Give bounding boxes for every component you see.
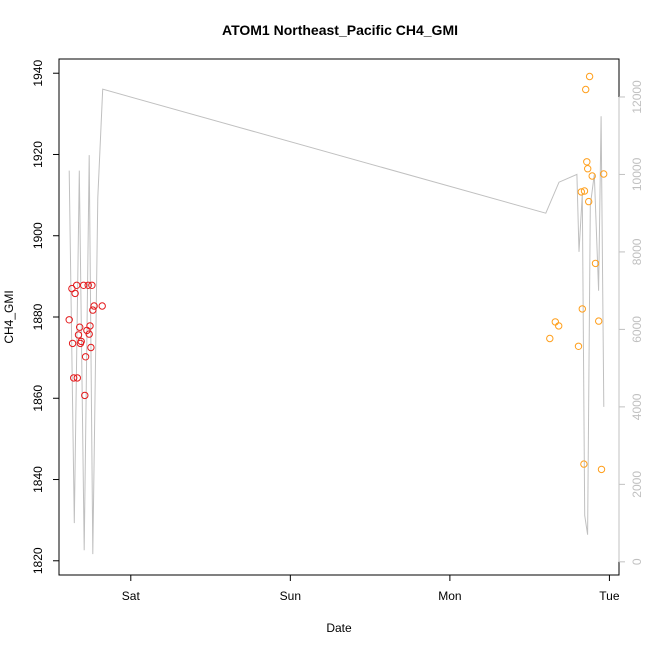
y-tick-label-left: 1900 (31, 222, 45, 249)
data-point-orange (584, 165, 592, 173)
x-tick-label: Mon (438, 589, 461, 603)
x-axis: Sat Sun Mon Tue (122, 574, 620, 603)
data-point-orange (595, 317, 603, 325)
data-point-red (68, 339, 77, 348)
data-point-red (70, 374, 78, 382)
data-point-orange (585, 197, 593, 206)
data-point-red (76, 323, 84, 331)
data-point-orange (580, 460, 588, 468)
x-tick-label: Tue (599, 589, 620, 603)
y-tick-label-right: 0 (630, 558, 644, 565)
data-point-orange (551, 318, 559, 326)
y-tick-label-left: 1940 (31, 60, 45, 87)
y-axis-right: 0 2000 4000 6000 8000 10000 12000 (618, 80, 644, 565)
data-point-orange (574, 342, 583, 350)
data-point-orange (578, 305, 586, 313)
data-point-red (85, 330, 93, 338)
data-point-orange (585, 72, 594, 81)
x-tick-label: Sun (280, 589, 301, 603)
y-tick-label-right: 10000 (630, 157, 644, 191)
y-tick-label-left: 1840 (31, 466, 45, 493)
chart-title: ATOM1 Northeast_Pacific CH4_GMI (222, 22, 458, 38)
data-point-red (73, 374, 82, 382)
y-axis-left: 1820 1840 1860 1880 1900 1920 1940 (31, 60, 60, 574)
data-point-red (88, 281, 96, 289)
data-point-orange (588, 172, 596, 180)
y-tick-label-right: 12000 (630, 80, 644, 114)
data-point-red (86, 322, 94, 330)
x-tick-label: Sat (122, 589, 141, 603)
data-point-orange (597, 465, 606, 474)
data-point-orange (546, 334, 554, 343)
data-point-red (73, 281, 81, 289)
altitude-line (68, 88, 605, 555)
data-point-red (79, 281, 88, 289)
data-point-orange (583, 158, 591, 166)
data-point-orange (580, 187, 589, 195)
y-tick-label-right: 4000 (630, 393, 644, 420)
data-point-orange (600, 170, 608, 178)
data-point-red (89, 306, 97, 314)
data-point-red (90, 302, 98, 310)
data-point-orange (577, 188, 585, 196)
data-point-orange (555, 322, 563, 330)
y-tick-label-right: 6000 (630, 316, 644, 343)
y-tick-label-left: 1820 (31, 547, 45, 574)
y-tick-label-left: 1920 (31, 141, 45, 168)
y-tick-label-left: 1880 (31, 303, 45, 330)
data-point-red (81, 391, 89, 400)
y-axis-label: CH4_GMI (2, 290, 16, 343)
data-point-orange (582, 85, 590, 94)
plot-area (58, 58, 620, 576)
data-point-red (87, 343, 95, 352)
data-point-red (65, 316, 73, 324)
y-tick-label-right: 8000 (630, 238, 644, 265)
y-tick-label-left: 1860 (31, 385, 45, 412)
altitude-line-layer (68, 88, 605, 555)
data-point-red (98, 302, 106, 310)
x-axis-label: Date (326, 621, 352, 635)
data-point-red (81, 353, 90, 361)
data-point-red (77, 337, 85, 346)
data-point-red (71, 289, 79, 298)
data-point-red (74, 331, 83, 339)
data-point-red (84, 281, 92, 289)
points-layer (65, 72, 608, 474)
y-tick-label-right: 2000 (630, 471, 644, 498)
data-point-orange (591, 259, 600, 268)
